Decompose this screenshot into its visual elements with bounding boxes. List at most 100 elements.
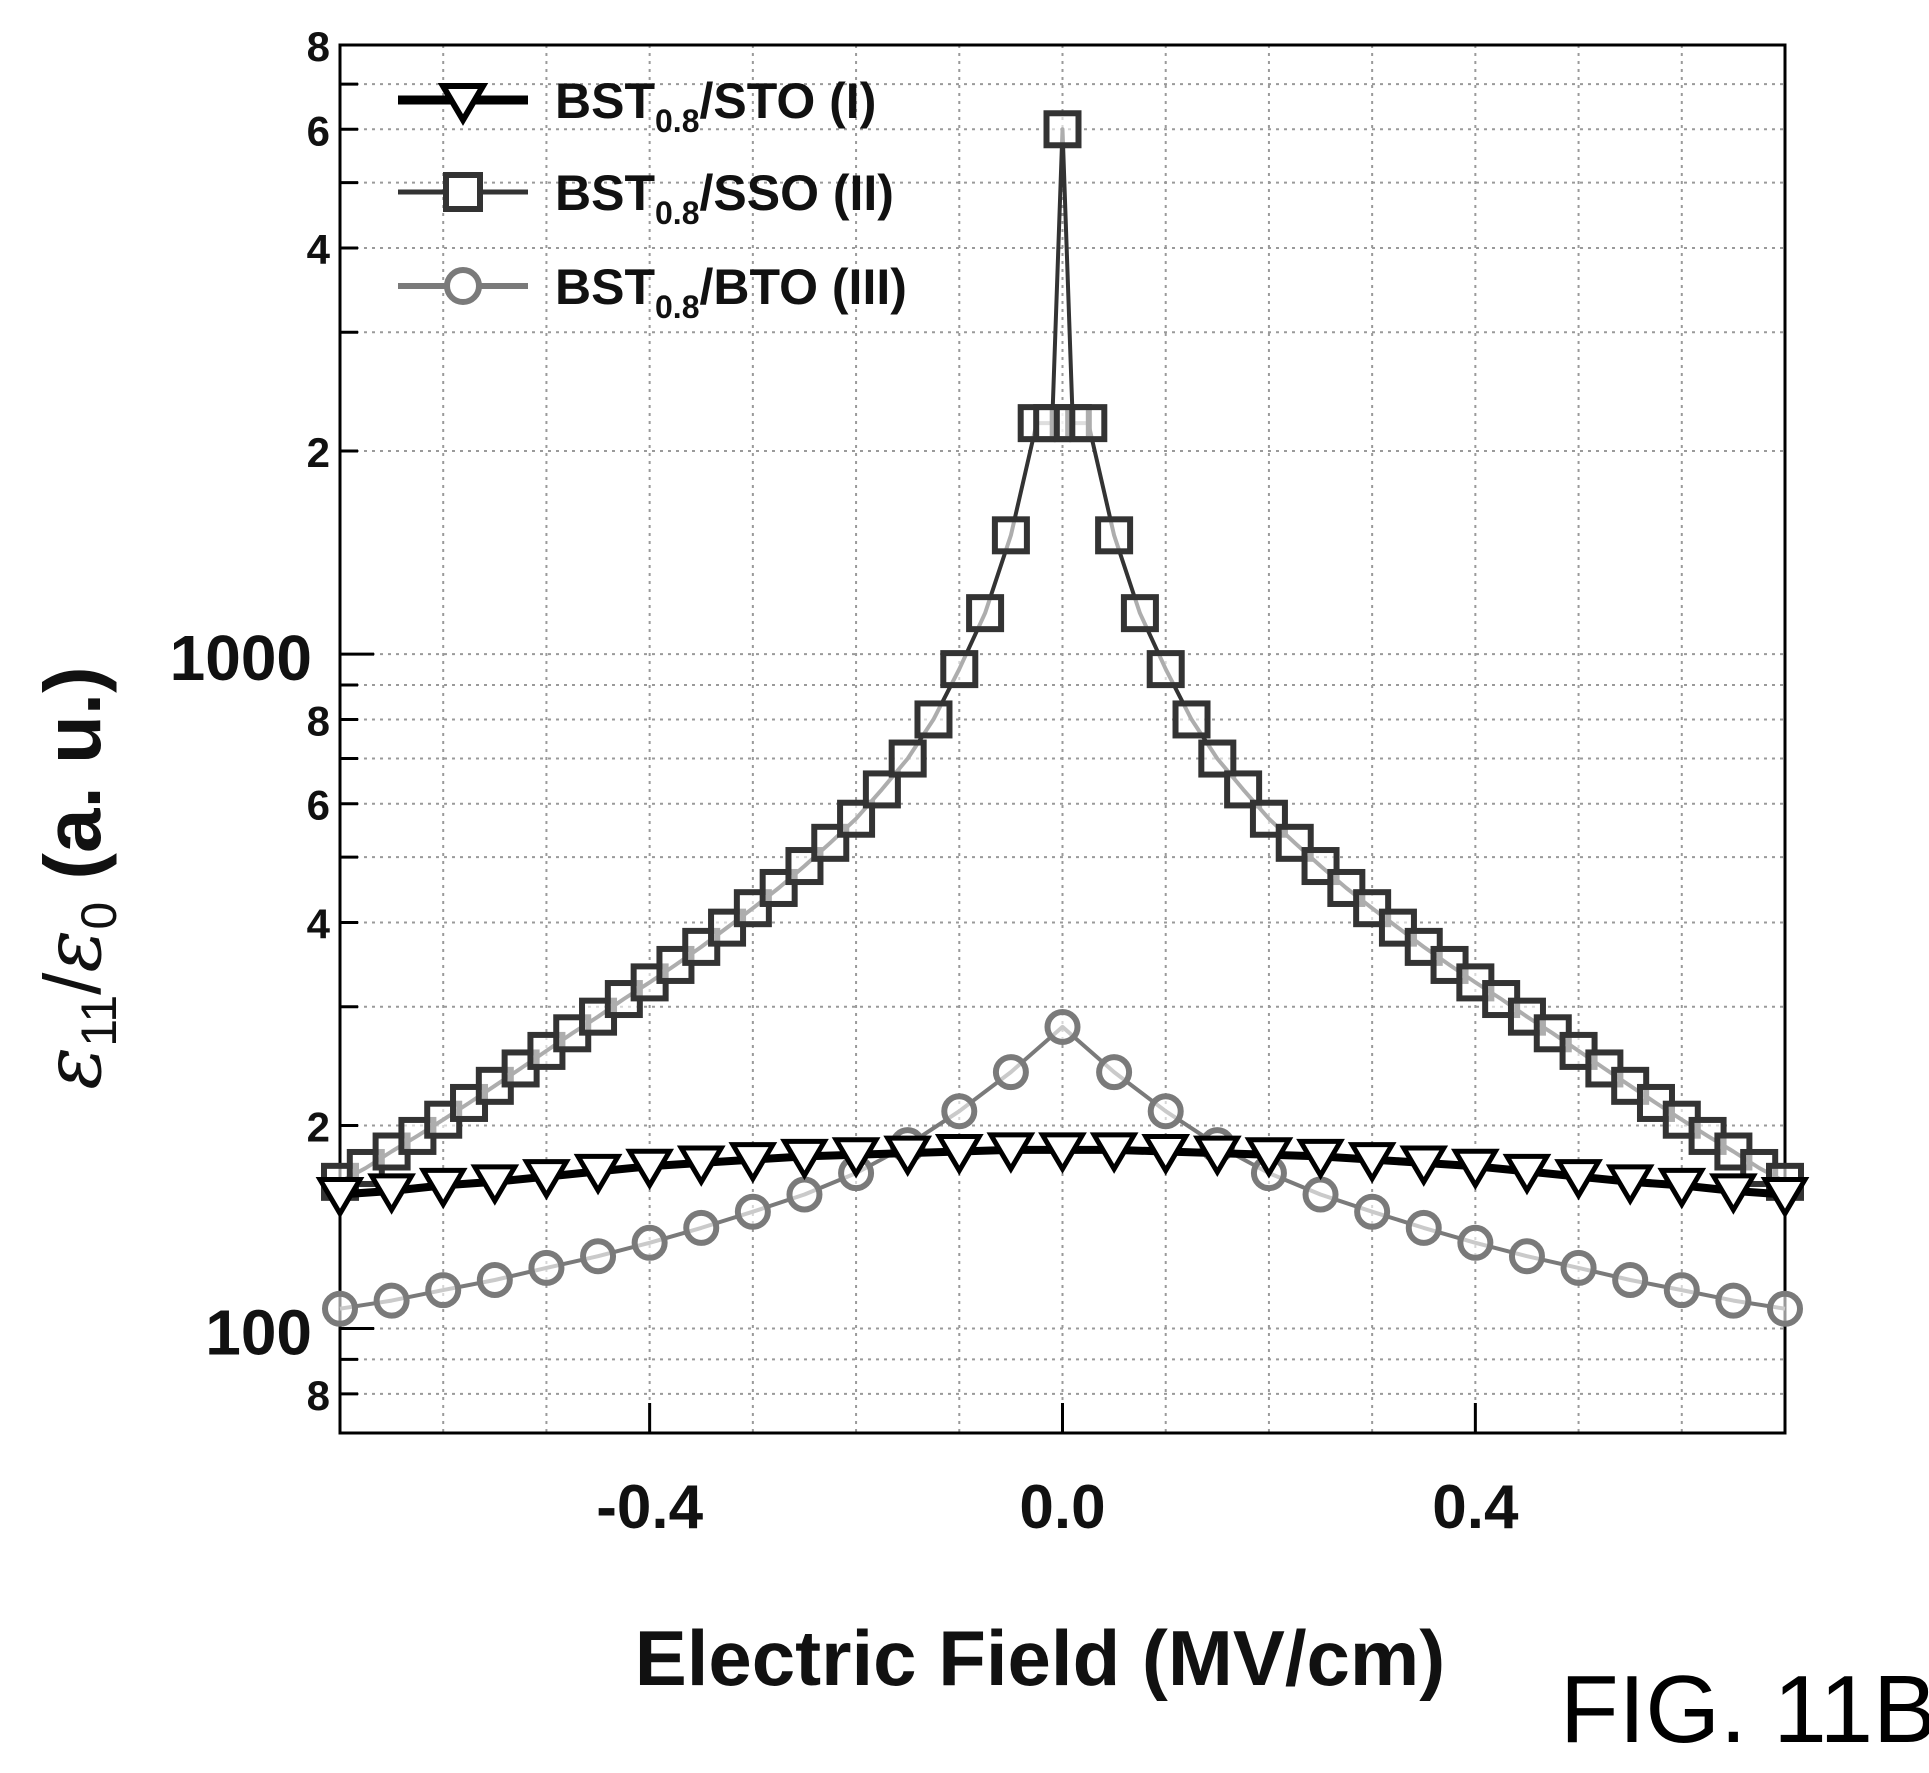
data-point-triangle	[1347, 1142, 1397, 1184]
data-point-square	[991, 516, 1030, 555]
y-axis-label: ε11/ε0 (a. u.)	[26, 666, 127, 1089]
data-point-triangle	[1141, 1134, 1191, 1176]
data-point-circle	[1147, 1093, 1184, 1130]
data-point-circle	[1663, 1272, 1700, 1309]
data-point-circle	[373, 1282, 410, 1319]
y-tick-label-major: 1000	[170, 622, 312, 694]
data-point-circle	[476, 1262, 513, 1299]
data-point-triangle	[1450, 1148, 1500, 1191]
data-point-triangle	[1296, 1138, 1345, 1181]
data-point-circle	[1457, 1224, 1494, 1261]
data-point-triangle	[1554, 1159, 1603, 1201]
data-point-square	[1043, 110, 1082, 149]
data-point-triangle	[1605, 1164, 1655, 1206]
data-point-square	[1120, 594, 1159, 633]
data-point-square	[862, 770, 901, 809]
y-tick-label-minor: 4	[307, 900, 331, 947]
data-point-circle	[1715, 1282, 1752, 1319]
x-tick-label: -0.4	[596, 1473, 703, 1542]
series-circle	[322, 1008, 1803, 1327]
data-point-circle	[683, 1209, 720, 1246]
data-point-square	[1275, 823, 1314, 862]
data-point-circle	[992, 1054, 1029, 1091]
grid-lines	[340, 44, 1785, 1434]
data-point-circle	[580, 1238, 617, 1275]
data-point-triangle	[1038, 1132, 1087, 1174]
series-square	[321, 110, 1804, 1201]
y-tick-label-major: 100	[205, 1297, 312, 1369]
data-point-circle	[786, 1176, 823, 1213]
data-point-triangle	[934, 1134, 984, 1176]
legend-marker-sso	[443, 172, 483, 212]
data-point-circle	[322, 1290, 358, 1327]
data-point-circle	[1612, 1262, 1649, 1299]
data-point-triangle	[367, 1173, 416, 1215]
figure-label: FIG. 11B	[1560, 1656, 1929, 1763]
y-tick-label-minor: 8	[307, 1372, 330, 1419]
data-point-square	[1198, 739, 1237, 778]
data-point-circle	[425, 1272, 462, 1309]
y-tick-label-minor: 4	[307, 226, 331, 273]
legend-entry-sto: BST0.8/STO (I)	[398, 73, 876, 139]
data-point-triangle	[1244, 1137, 1294, 1179]
data-point-circle	[1767, 1290, 1803, 1327]
legend: BST0.8/STO (I) BST0.8/SSO (II) BST0.8/BT…	[398, 73, 907, 325]
data-point-triangle	[1399, 1145, 1449, 1187]
data-point-triangle	[676, 1145, 726, 1187]
data-point-circle	[1044, 1008, 1081, 1045]
data-point-circle	[631, 1224, 668, 1261]
data-point-circle	[1560, 1249, 1597, 1286]
legend-label-bto: BST0.8/BTO (III)	[555, 259, 907, 325]
series-triangle-down	[315, 1132, 1810, 1219]
data-point-triangle	[522, 1159, 571, 1201]
legend-label-sso: BST0.8/SSO (II)	[555, 165, 894, 231]
series-layer	[315, 110, 1810, 1327]
legend-label-sto: BST0.8/STO (I)	[555, 73, 876, 139]
y-tick-label-minor: 6	[307, 107, 330, 154]
legend-entry-sso: BST0.8/SSO (II)	[398, 165, 894, 231]
legend-marker-bto	[444, 267, 482, 305]
data-point-triangle	[1709, 1173, 1758, 1215]
data-point-triangle	[418, 1167, 468, 1210]
data-point-circle	[1508, 1238, 1545, 1275]
data-point-triangle	[883, 1135, 933, 1178]
data-point-circle	[941, 1093, 978, 1130]
data-point-square	[1146, 650, 1185, 689]
data-point-triangle	[315, 1177, 365, 1219]
x-tick-label: 0.0	[1019, 1473, 1105, 1542]
data-point-triangle	[1192, 1135, 1242, 1178]
data-point-square	[1172, 700, 1211, 739]
data-point-triangle	[1760, 1177, 1810, 1219]
data-point-circle	[1096, 1054, 1133, 1091]
data-point-square	[1095, 516, 1134, 555]
data-point-triangle	[573, 1153, 623, 1196]
legend-marker-sto	[437, 83, 489, 126]
data-point-triangle	[780, 1138, 829, 1181]
x-axis-label: Electric Field (MV/cm)	[635, 1614, 1446, 1702]
y-tick-label-minor: 8	[307, 23, 330, 70]
data-point-triangle	[831, 1137, 881, 1179]
y-tick-label-minor: 8	[307, 697, 330, 744]
data-point-triangle	[1502, 1153, 1552, 1196]
y-tick-label-minor: 2	[307, 429, 330, 476]
data-point-circle	[528, 1249, 565, 1286]
data-point-triangle	[728, 1142, 778, 1184]
data-point-triangle	[1657, 1167, 1707, 1210]
data-point-square	[914, 700, 953, 739]
data-point-circle	[1302, 1176, 1339, 1213]
data-point-square	[888, 739, 927, 778]
data-point-triangle	[625, 1148, 675, 1191]
data-point-circle	[1354, 1193, 1391, 1230]
data-point-triangle	[470, 1164, 520, 1206]
data-point-triangle	[986, 1132, 1036, 1174]
data-point-square	[940, 650, 979, 689]
data-point-triangle	[1089, 1132, 1139, 1174]
y-tick-label-minor: 6	[307, 782, 330, 829]
data-point-circle	[1405, 1209, 1442, 1246]
y-tick-label-minor: 2	[307, 1103, 330, 1150]
data-point-square	[1069, 404, 1108, 443]
data-point-square	[966, 594, 1005, 633]
data-point-circle	[734, 1193, 771, 1230]
